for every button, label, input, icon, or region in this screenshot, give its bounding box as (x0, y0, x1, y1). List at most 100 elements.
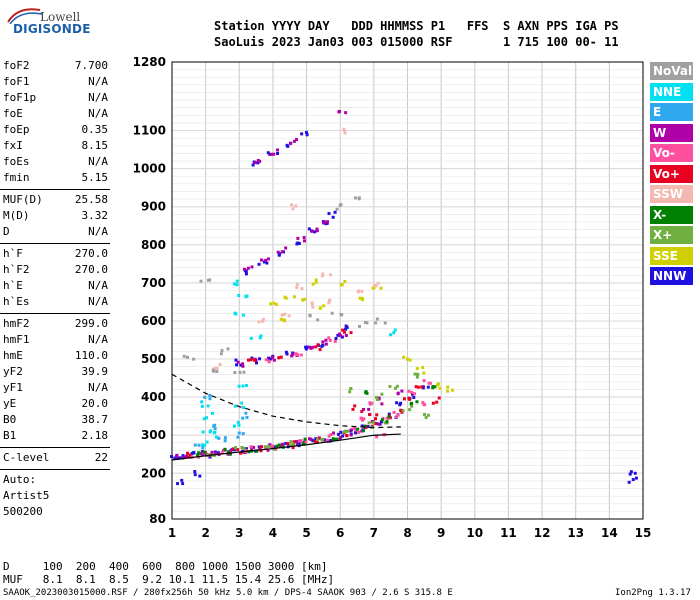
data-point-w (332, 431, 336, 435)
param-fmin: fmin 5.15 (3, 171, 108, 187)
data-point-vo (402, 397, 406, 401)
data-point-vo (414, 385, 418, 389)
data-point-sse (446, 385, 450, 389)
param-key: h`F (3, 247, 23, 260)
data-point-w (400, 389, 404, 393)
data-point-nnw (170, 455, 174, 459)
data-point-x (374, 395, 378, 399)
data-point-vo (270, 444, 274, 448)
param-he: h`E N/A (3, 279, 108, 295)
data-point-w (246, 266, 250, 270)
data-point-nnw (244, 272, 248, 276)
data-point-x (364, 390, 368, 394)
data-point-vo (416, 385, 420, 389)
data-point-vo (313, 439, 317, 443)
data-point-nnw (297, 241, 301, 245)
data-point-ssw (360, 289, 364, 293)
data-point-nnw (341, 434, 345, 438)
data-point-nnw (178, 456, 182, 460)
data-point-vo (399, 408, 403, 412)
data-point-vo (395, 415, 399, 419)
data-point-sse (292, 295, 296, 299)
data-point-nne (200, 404, 204, 408)
param-separator (0, 243, 110, 244)
data-point-w (272, 358, 276, 362)
param-key: foF2 (3, 59, 30, 72)
param-key: yF2 (3, 365, 23, 378)
param-value: 22 (94, 451, 108, 464)
data-point-nnw (198, 474, 202, 478)
param-value: N/A (88, 155, 108, 168)
data-point-nne (392, 331, 396, 335)
distance-row: D 100 200 400 600 800 1000 1500 3000 [km… (3, 560, 328, 573)
data-point-ssw (261, 317, 265, 321)
data-point-nnw (286, 144, 290, 148)
data-point-nnw (311, 439, 315, 443)
data-point-nne (245, 294, 249, 298)
param-value: 20.0 (81, 397, 109, 410)
data-point-vo (396, 413, 400, 417)
data-point-nne (205, 440, 209, 444)
param-value: N/A (88, 91, 108, 104)
logo-lowell: Lowell (40, 10, 81, 24)
param-key: D (3, 225, 10, 238)
data-point-w (281, 443, 285, 447)
data-point-nnw (244, 447, 248, 451)
data-point-x (371, 421, 375, 425)
data-point-vo (349, 331, 353, 335)
data-point-vo (359, 416, 363, 420)
data-point-nnw (193, 473, 197, 477)
data-point-w (269, 152, 273, 156)
param-fof1: foF1 N/A (3, 75, 108, 91)
data-point-w (338, 435, 342, 439)
data-point-noval (375, 317, 379, 321)
y-tick-label: 600 (141, 314, 166, 328)
data-point-vo (422, 379, 426, 383)
data-point-sse (318, 306, 322, 310)
data-point-x (264, 445, 268, 449)
param-value: 0.35 (81, 123, 109, 136)
data-point-noval (335, 207, 339, 211)
data-point-ssw (257, 320, 261, 324)
data-point-nnw (345, 325, 349, 329)
y-tick-label: 500 (141, 352, 166, 366)
data-point-noval (226, 347, 230, 351)
profile-curve-solid (171, 433, 401, 461)
data-point-vo (291, 446, 295, 450)
data-point-nne (249, 336, 253, 340)
data-point-sse (415, 367, 419, 371)
param-foe: foE N/A (3, 107, 108, 123)
param-fof1p: foF1p N/A (3, 91, 108, 107)
data-point-vo (345, 434, 349, 438)
data-point-w (175, 453, 179, 457)
data-point-nnw (304, 345, 308, 349)
data-point-x (367, 421, 371, 425)
data-point-nnw (256, 161, 260, 165)
data-point-w (321, 221, 325, 225)
param-fxi: fxI 8.15 (3, 139, 108, 155)
data-point-w (241, 364, 245, 368)
data-point-w (337, 110, 341, 114)
data-point-noval (339, 313, 343, 317)
header-values: SaoLuis 2023 Jan03 003 015000 RSF 1 715 … (214, 35, 619, 49)
data-point-x (431, 386, 435, 390)
data-point-nnw (251, 163, 255, 167)
data-point-vo (408, 397, 412, 401)
data-point-w (361, 407, 365, 411)
data-point-x (395, 384, 399, 388)
data-point-vo (239, 451, 243, 455)
x-tick-label: 13 (567, 526, 584, 540)
data-point-nnw (193, 470, 197, 474)
data-point-nnw (269, 357, 273, 361)
data-point-nnw (333, 210, 337, 214)
data-point-nne (235, 279, 239, 283)
data-point-nne (204, 416, 208, 420)
data-point-x (363, 424, 367, 428)
data-point-x (356, 427, 360, 431)
data-point-vo (249, 358, 253, 362)
param-foep: foEp 0.35 (3, 123, 108, 139)
data-point-w (294, 440, 298, 444)
param-value: N/A (88, 75, 108, 88)
param-separator (0, 189, 110, 190)
